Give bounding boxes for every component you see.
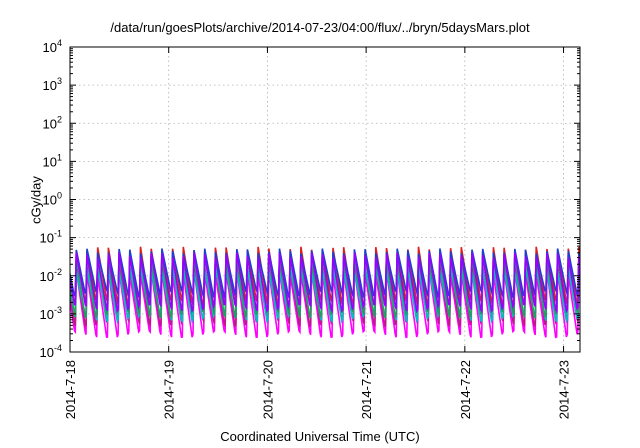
y-tick-label: 10-3 bbox=[40, 305, 62, 322]
x-tick-label: 2014-7-20 bbox=[260, 360, 275, 419]
y-tick-label: 101 bbox=[43, 152, 62, 169]
y-tick-label: 10-1 bbox=[40, 229, 62, 246]
y-tick-label: 104 bbox=[43, 38, 62, 55]
x-tick-label: 2014-7-21 bbox=[359, 360, 374, 419]
grid bbox=[70, 47, 580, 352]
series-group bbox=[70, 246, 580, 339]
y-tick-label: 102 bbox=[43, 114, 62, 131]
x-tick-label: 2014-7-19 bbox=[162, 360, 177, 419]
chart-title: /data/run/goesPlots/archive/2014-07-23/0… bbox=[110, 20, 530, 35]
x-axis-label: Coordinated Universal Time (UTC) bbox=[220, 429, 420, 444]
series-line-7 bbox=[70, 252, 580, 314]
y-tick-label: 100 bbox=[43, 191, 62, 208]
y-tick-label: 10-4 bbox=[40, 343, 62, 360]
x-tick-label: 2014-7-23 bbox=[557, 360, 572, 419]
y-tick-label: 10-2 bbox=[40, 267, 62, 284]
x-tick-label: 2014-7-22 bbox=[458, 360, 473, 419]
y-tick-label: 103 bbox=[43, 76, 62, 93]
x-tick-label: 2014-7-18 bbox=[63, 360, 78, 419]
